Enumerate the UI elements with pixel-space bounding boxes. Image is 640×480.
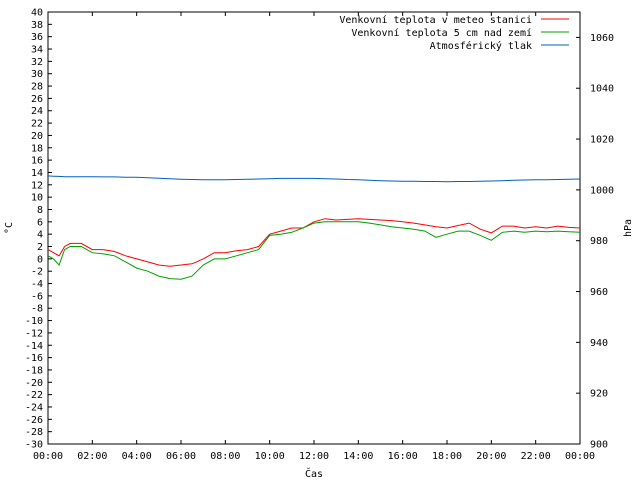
x-tick-label: 02:00 [77, 451, 107, 462]
series-line-station-temperature [47, 218, 581, 267]
y-tick-label: 0 [37, 254, 43, 265]
y-tick-label: 18 [31, 143, 43, 154]
series-line-ground-temperature [47, 221, 581, 280]
x-tick-label: 10:00 [255, 451, 285, 462]
y-tick-label: 2 [37, 242, 43, 253]
y-tick-label: -20 [25, 378, 43, 389]
y-tick-label: -2 [31, 267, 43, 278]
y-tick-label: 32 [31, 57, 43, 68]
y-tick-label: 28 [31, 82, 43, 93]
y-tick-label: -22 [25, 390, 43, 401]
y-tick-label: 26 [31, 94, 43, 105]
legend: Venkovní teplota v meteo stanici Venkovn… [339, 14, 569, 52]
x-tick-label: 12:00 [299, 451, 329, 462]
y-tick-label: 34 [31, 45, 43, 56]
y-tick-label: -12 [25, 328, 43, 339]
y-tick-label: -8 [31, 304, 43, 315]
y-tick-label: 24 [31, 106, 43, 117]
x-tick-label: 18:00 [432, 451, 462, 462]
series-layer [47, 175, 581, 280]
y-tick-label: 40 [31, 8, 43, 19]
y2-axis-title: hPa [623, 219, 634, 237]
y-tick-label: -4 [31, 279, 43, 290]
y-tick-label: 38 [31, 20, 43, 31]
y-tick-label: -6 [31, 291, 43, 302]
x-tick-label: 00:00 [565, 451, 595, 462]
y-tick-label: 12 [31, 180, 43, 191]
y2-tick-label: 1000 [590, 185, 614, 196]
y-tick-label: -16 [25, 353, 43, 364]
y2-tick-label: 920 [590, 389, 608, 400]
y-tick-label: 4 [37, 230, 43, 241]
y2-tick-label: 900 [590, 440, 608, 451]
legend-label-pressure: Atmosférický tlak [430, 40, 532, 52]
y2-tick-label: 980 [590, 236, 608, 247]
legend-label-station: Venkovní teplota v meteo stanici [339, 14, 532, 26]
y2-tick-label: 1040 [590, 84, 614, 95]
y-axis-title: °C [4, 222, 15, 234]
y-tick-label: 16 [31, 156, 43, 167]
x-tick-label: 16:00 [388, 451, 418, 462]
y2-tick-label: 1060 [590, 33, 614, 44]
y-tick-label: -18 [25, 365, 43, 376]
y2-tick-label: 960 [590, 287, 608, 298]
y2-tick-label: 940 [590, 338, 608, 349]
y-tick-label: 8 [37, 205, 43, 216]
x-axis-title: Čas [305, 467, 323, 480]
y-tick-label: -26 [25, 415, 43, 426]
x-tick-label: 04:00 [122, 451, 152, 462]
y-tick-label: 22 [31, 119, 43, 130]
y-tick-label: 30 [31, 69, 43, 80]
y-tick-label: -14 [25, 341, 43, 352]
y-tick-label: -24 [25, 402, 43, 413]
x-tick-label: 08:00 [210, 451, 240, 462]
x-tick-labels: 00:00 02:00 04:00 06:00 08:00 10:00 12:00 14:00… [33, 451, 595, 462]
y-tick-label: -30 [25, 440, 43, 451]
y-tick-label: 36 [31, 32, 43, 43]
y-tick-labels: -30-28-26-24-22-20-18-16-14-12-10-8-6-4-… [25, 8, 43, 451]
y2-tick-label: 1020 [590, 135, 614, 146]
x-tick-label: 00:00 [33, 451, 63, 462]
y-tick-label: -28 [25, 427, 43, 438]
x-tick-label: 14:00 [343, 451, 373, 462]
y-tick-label: 10 [31, 193, 43, 204]
y-tick-label: 20 [31, 131, 43, 142]
y-tick-label: -10 [25, 316, 43, 327]
axis-ticks [47, 11, 581, 445]
y-tick-label: 6 [37, 217, 43, 228]
y-tick-label: 14 [31, 168, 43, 179]
x-tick-label: 22:00 [521, 451, 551, 462]
x-tick-label: 20:00 [476, 451, 506, 462]
y2-tick-labels: 900 920 940 960 980 1000 1020 1040 1060 [590, 33, 614, 451]
series-line-pressure [47, 175, 581, 183]
x-tick-label: 06:00 [166, 451, 196, 462]
legend-label-ground: Venkovní teplota 5 cm nad zemí [351, 27, 532, 39]
